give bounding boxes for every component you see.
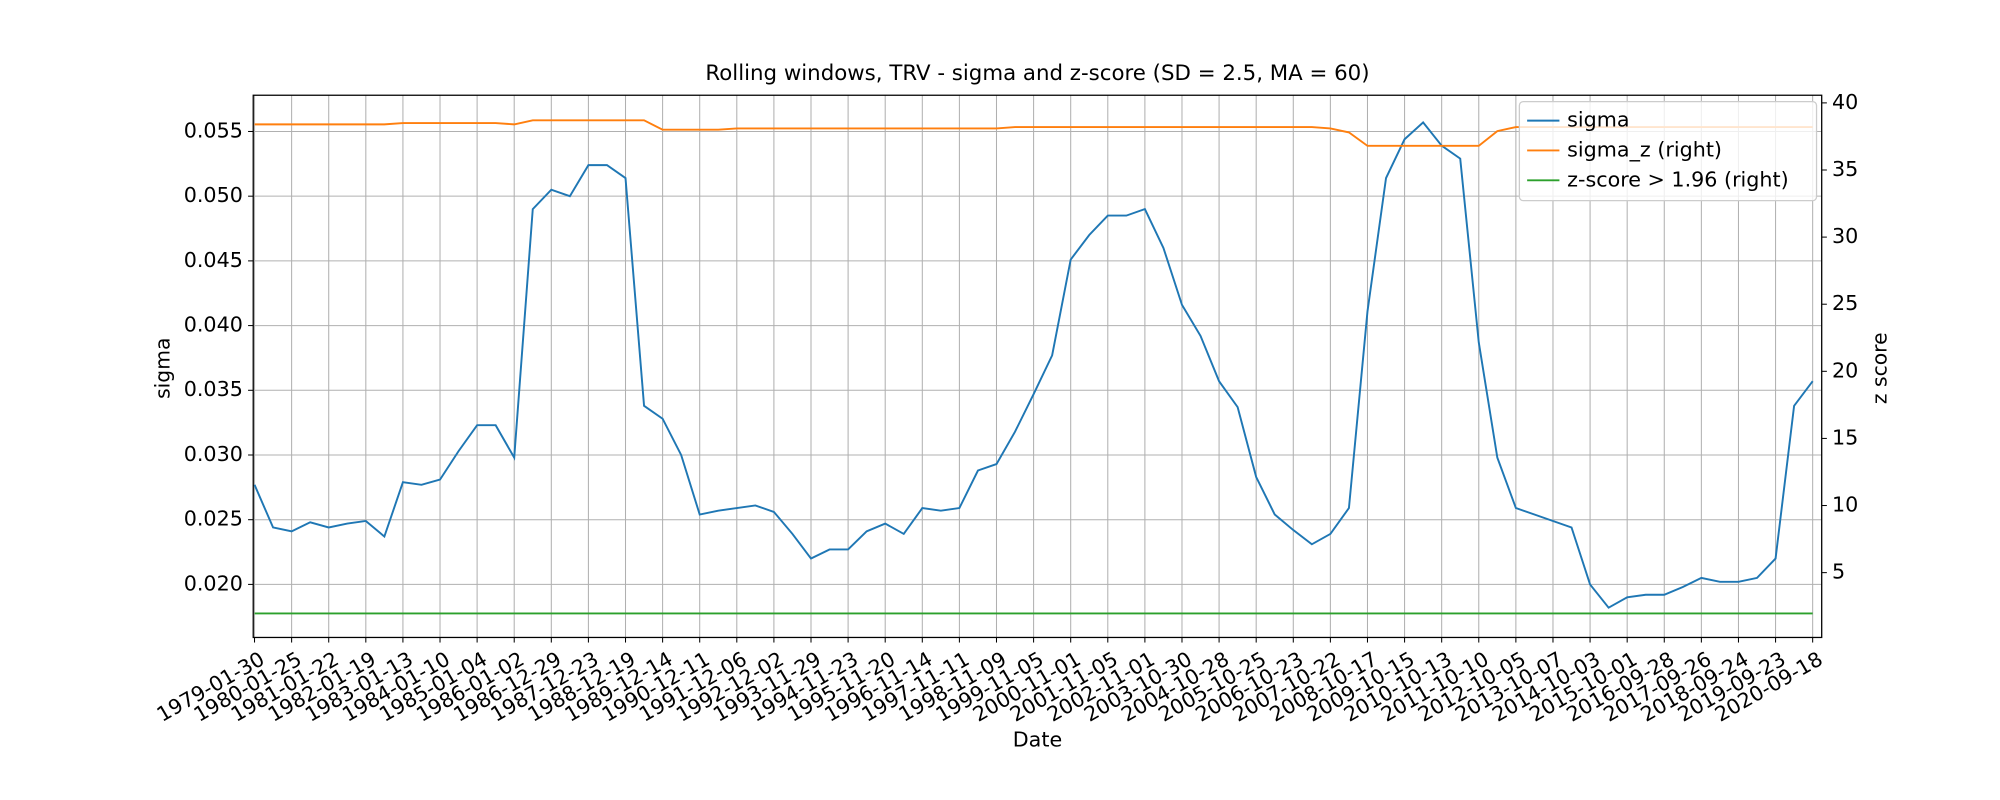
legend-label: sigma: [1567, 108, 1629, 132]
y2-tick-label: 5: [1832, 560, 1845, 584]
y2-tick-label: 40: [1832, 90, 1858, 114]
legend-label: z-score > 1.96 (right): [1567, 167, 1788, 191]
y-tick-label: 0.020: [184, 572, 243, 596]
y-tick-label: 0.045: [184, 248, 243, 272]
legend-box: [1518, 100, 1818, 202]
chart-title: Rolling windows, TRV - sigma and z-score…: [705, 60, 1369, 85]
y-tick-label: 0.040: [184, 313, 243, 337]
y-tick-label: 0.050: [184, 183, 243, 207]
y-tick-label: 0.030: [184, 442, 243, 466]
y2-tick-label: 15: [1832, 426, 1858, 450]
y-tick-label: 0.025: [184, 507, 243, 531]
y2-tick-label: 25: [1832, 291, 1858, 315]
x-axis-label: Date: [1013, 728, 1062, 752]
y2-axis-label: z score: [1867, 332, 1891, 404]
y2-tick-label: 30: [1832, 224, 1858, 248]
y2-tick-label: 35: [1832, 157, 1858, 181]
y-axis-label: sigma: [150, 338, 174, 399]
series-line: [253, 121, 1814, 609]
plot-frame: [252, 94, 1823, 639]
y2-tick-label: 10: [1832, 493, 1858, 517]
y2-tick-label: 20: [1832, 358, 1858, 382]
legend-label: sigma_z (right): [1567, 138, 1722, 162]
y-tick-label: 0.035: [184, 377, 243, 401]
y-tick-label: 0.055: [184, 119, 243, 143]
